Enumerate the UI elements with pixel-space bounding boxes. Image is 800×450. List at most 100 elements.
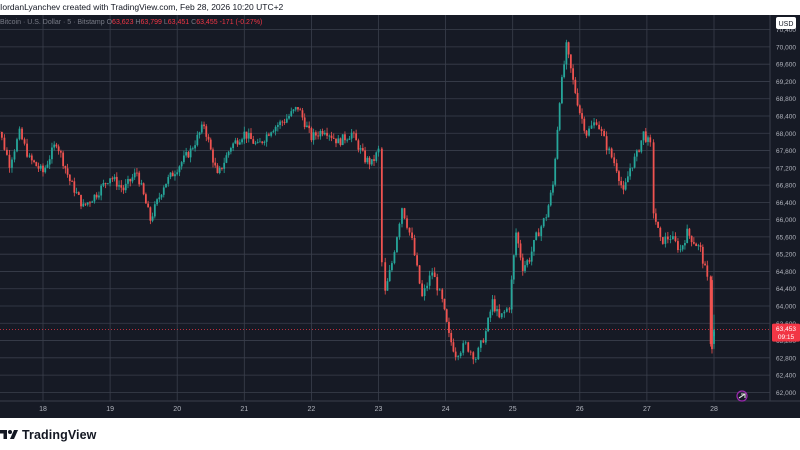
candle-body [153,204,156,217]
candle-body [185,152,188,156]
candle-body [406,218,408,228]
candle-body [189,148,192,158]
candle-body [270,132,273,136]
candle-body [556,129,559,159]
close-label: C [191,19,197,26]
candle-body [669,239,672,240]
time-tick-label: 22 [308,406,316,413]
candle-body [709,276,712,344]
candle-body [618,171,620,182]
candle-body [98,195,100,198]
candle-body [308,125,311,129]
candle-body [711,280,713,350]
candle-body [335,138,337,144]
candle-body [629,168,632,177]
price-tick-label: 68,400 [776,114,796,121]
candle-body [221,167,223,169]
tradingview-logo[interactable]: TradingView [0,427,97,443]
candle-body [686,228,689,243]
candle-body [317,135,320,137]
candle-body [174,174,176,177]
candle-body [498,309,501,318]
candle-body [713,329,715,337]
candle-body [328,135,331,137]
tradingview-logo-icon [0,430,18,439]
candle-body [540,226,543,237]
candle-body [33,160,35,163]
candle-body [35,162,38,167]
price-chart[interactable]: 70,400 70,000 69,600 69,200 68,800 68,400 68,0… [0,15,800,418]
candle-body [352,132,355,134]
candle-body [595,122,598,125]
candle-body [234,140,237,144]
candle-body [464,342,467,344]
candle-body [73,181,76,193]
candle-body [517,232,520,244]
candle-body [265,134,268,142]
time-scale[interactable]: 18 19 20 21 22 23 24 25 26 27 28 [0,400,800,413]
candle-body [357,140,360,150]
tradingview-brand: TradingView [22,428,97,442]
candle-body [310,128,313,141]
scroll-to-realtime-icon[interactable] [736,390,748,402]
candle-body [496,309,498,312]
price-tick-label: 62,400 [776,373,796,380]
price-tick-label: 64,400 [776,286,796,293]
candle-body [615,163,618,172]
candle-body [679,249,682,251]
candle-body [654,213,657,222]
candle-body [380,148,383,263]
candle-body [256,141,259,143]
candle-body [46,164,49,168]
candle-body [243,131,246,140]
candle-body [467,342,470,352]
candle-body [661,237,664,244]
time-tick-label: 24 [442,406,450,413]
candle-body [355,133,358,141]
high-value: 63,799 [140,19,162,26]
candle-body [120,185,123,188]
candle-body [113,176,116,180]
time-tick-label: 18 [39,406,47,413]
candle-body [505,308,508,312]
change-value: -171 (-0.27%) [219,19,263,26]
candle-body [165,183,167,188]
candle-body [124,183,127,191]
candle-body [438,289,441,291]
candle-body [537,232,540,237]
candle-body [563,64,566,78]
candle-body [194,145,196,149]
price-tick-label: 66,400 [776,200,796,207]
candle-body [138,172,141,185]
candle-body [585,130,588,136]
candle-body [276,125,279,127]
chart-area[interactable]: 70,400 70,000 69,600 69,200 68,800 68,400 68,0… [0,15,800,418]
candle-body [581,113,583,119]
candle-body [493,299,496,312]
candle-body [677,241,679,250]
last-price-value: 63,453 [776,326,796,333]
candle-body [75,192,78,194]
currency-label[interactable]: USD [776,17,796,29]
candle-body [218,167,221,173]
candle-body [102,183,105,186]
candle-body [524,265,526,271]
candle-body [396,237,398,253]
candle-body [216,165,219,173]
candle-body [701,246,704,264]
candle-body [68,174,71,182]
candle-body [118,185,120,187]
candle-body [401,208,403,224]
candle-body [312,132,315,141]
candle-body [613,157,616,164]
candle-body [491,299,494,312]
price-scale[interactable]: 70,400 70,000 69,600 69,200 68,800 68,400 68,0… [769,15,796,401]
svg-text:USD: USD [779,21,794,28]
price-tick-label: 70,000 [776,44,796,51]
candle-body [428,275,431,286]
candle-body [666,236,669,240]
price-tick-label: 65,600 [776,234,796,241]
candle-body [306,125,308,128]
candle-body [433,272,436,278]
candle-body [479,340,482,348]
